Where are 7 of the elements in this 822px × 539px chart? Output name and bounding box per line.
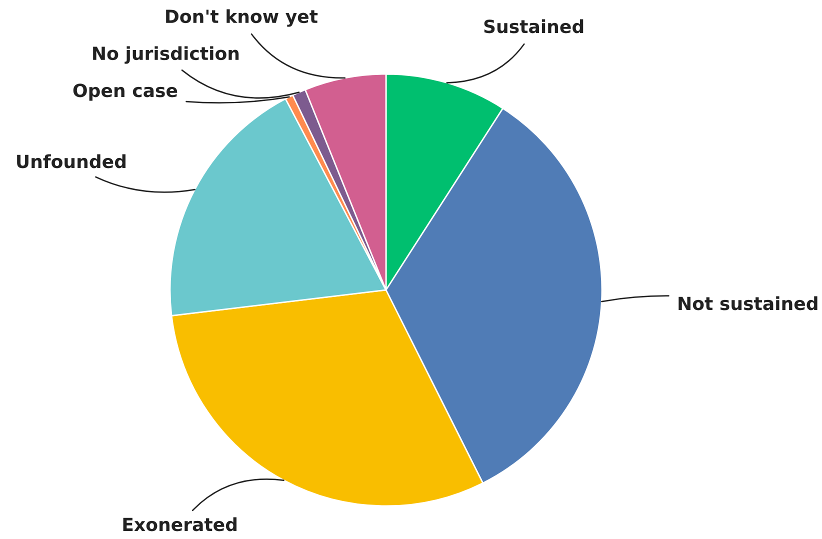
slice-label: Not sustained (678, 296, 818, 310)
slice-label: Sustained (484, 19, 584, 34)
slice-label: Unfounded (17, 154, 126, 168)
slice-label: No jurisdiction (93, 46, 239, 64)
slice-label: Open case (73, 84, 178, 101)
slice-label: Don't know yet (166, 9, 318, 27)
slice-label: Exonerated (123, 517, 236, 532)
